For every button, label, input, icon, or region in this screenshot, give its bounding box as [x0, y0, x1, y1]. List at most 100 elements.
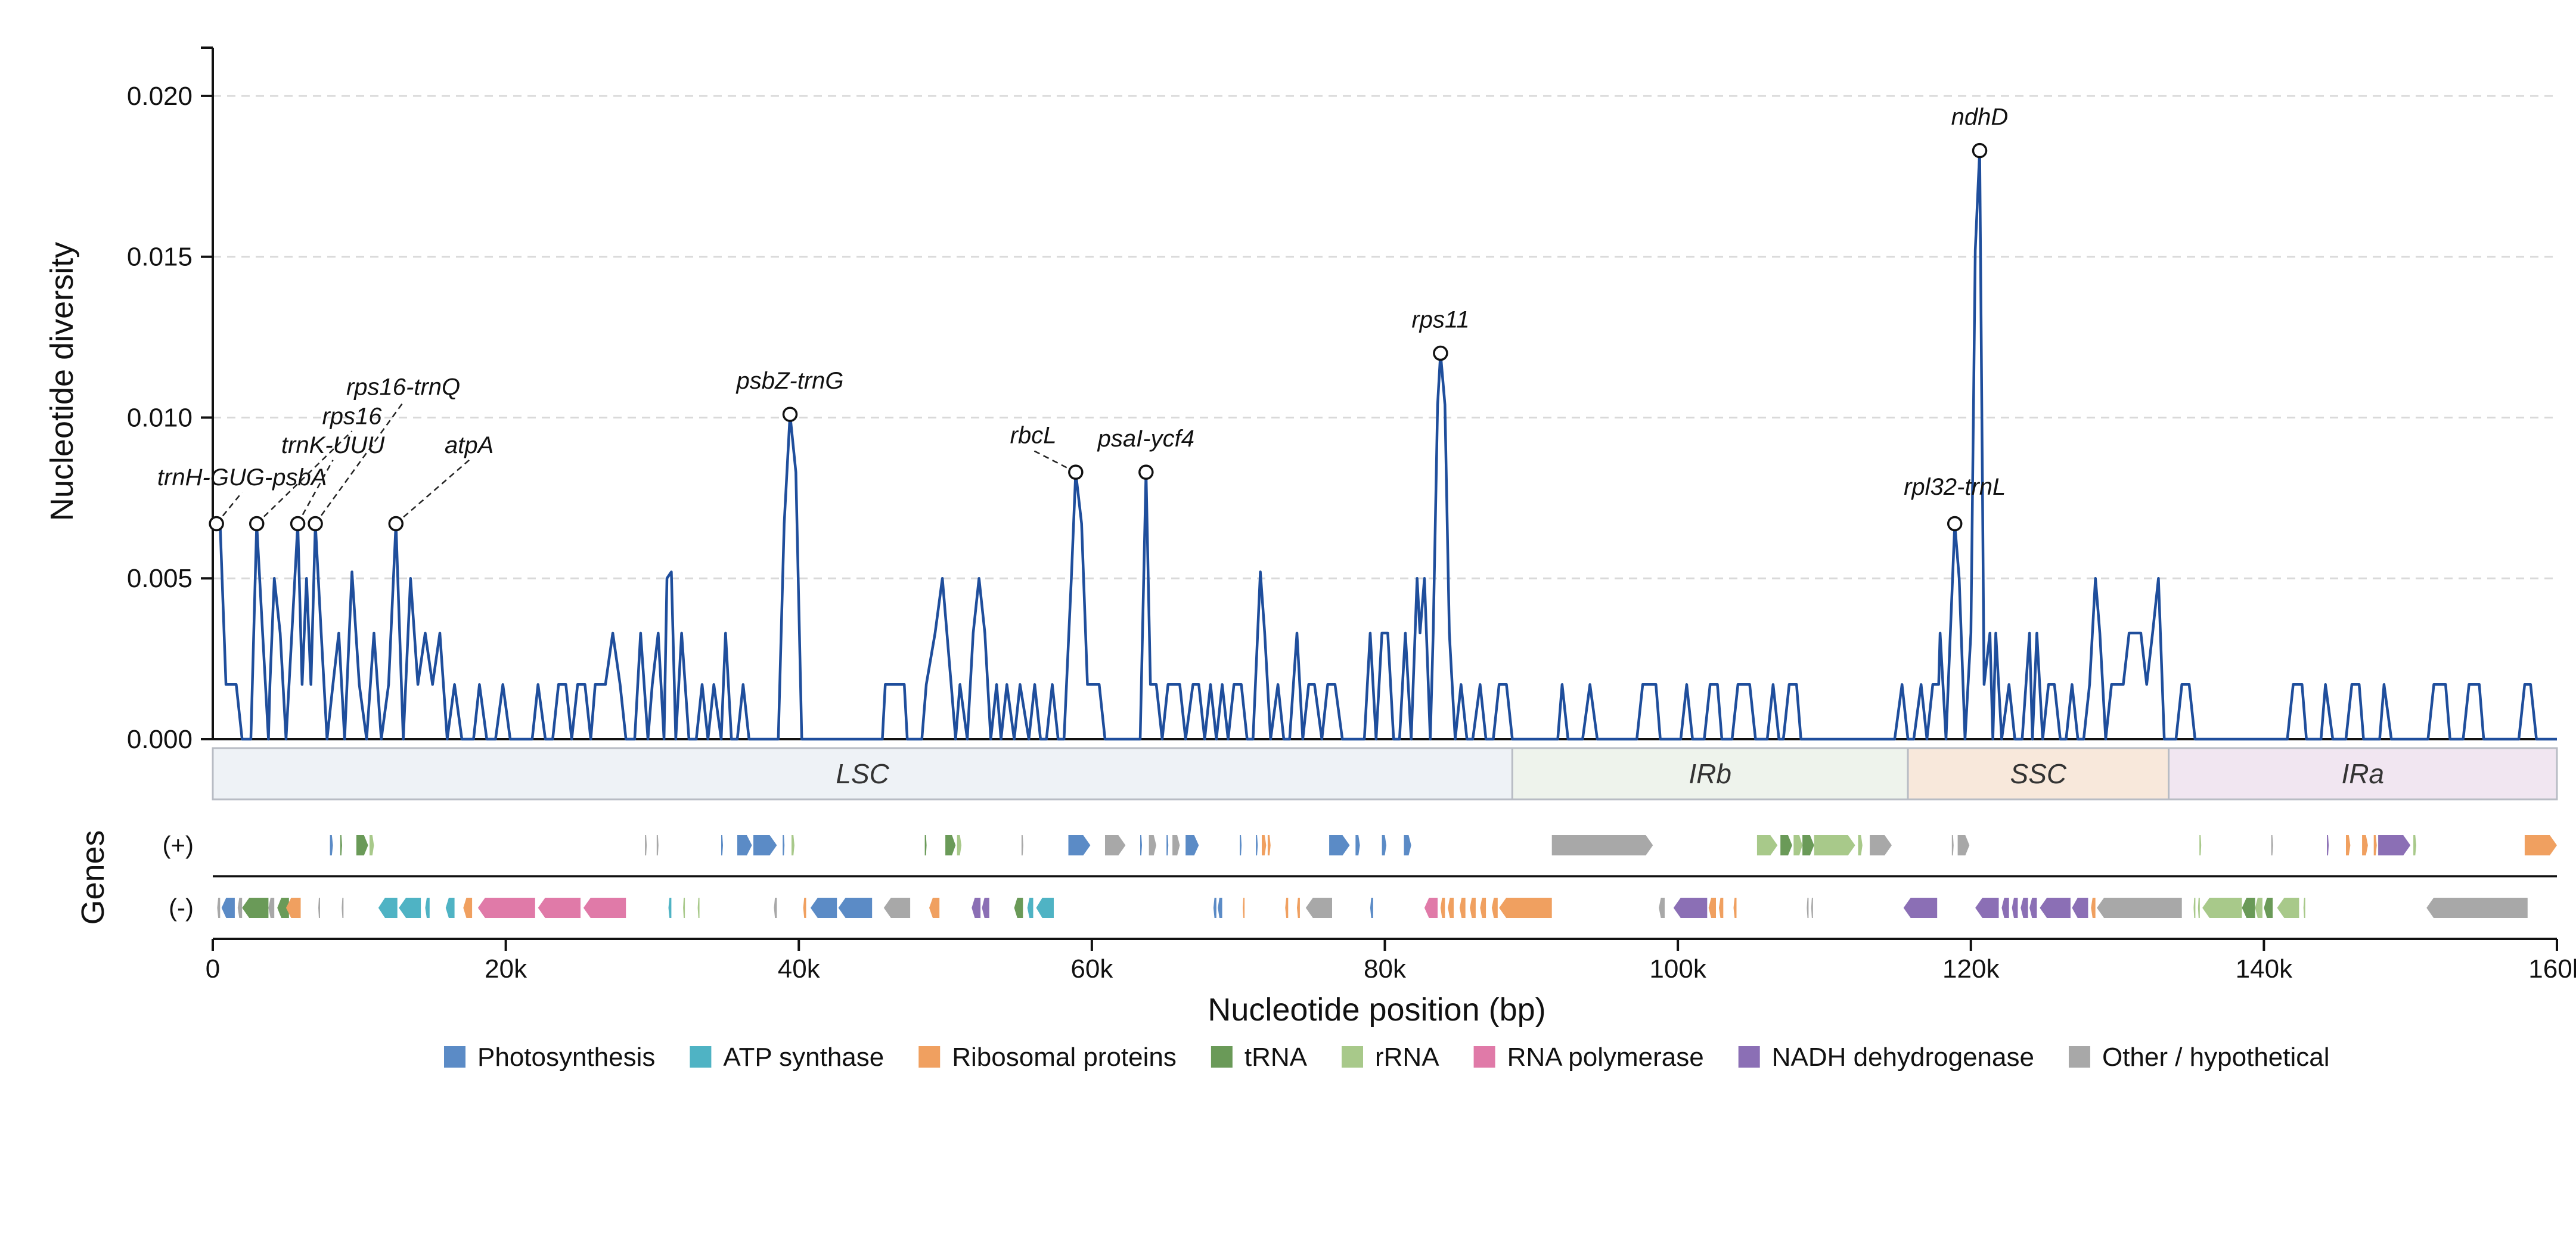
gene-feature [1470, 898, 1476, 918]
gene-feature [2012, 898, 2018, 918]
gene-feature [1036, 898, 1054, 918]
gene-feature [1166, 835, 1169, 855]
gene-feature [1256, 835, 1258, 855]
gene-feature [683, 898, 685, 918]
peak-label: rbcL [1010, 423, 1057, 449]
gene-feature [1404, 835, 1411, 855]
gene-feature [1780, 835, 1792, 855]
gene-feature [1297, 898, 1300, 918]
gene-feature [656, 835, 659, 855]
gene-feature [957, 835, 962, 855]
gene-feature [399, 898, 421, 918]
y-tick-label: 0.020 [127, 82, 193, 111]
gene-feature [810, 898, 837, 918]
legend-label: RNA polymerase [1507, 1043, 1704, 1072]
gene-feature [838, 898, 873, 918]
y-tick-label: 0.005 [127, 564, 193, 593]
legend-label: tRNA [1244, 1043, 1308, 1072]
y-tick-label: 0.015 [127, 243, 193, 272]
region-label: IRa [2342, 758, 2385, 789]
gene-feature [477, 898, 535, 918]
gene-feature [2202, 898, 2242, 918]
gene-feature [737, 835, 752, 855]
gene-feature [2001, 898, 2009, 918]
gene-feature [1329, 835, 1350, 855]
gene-feature [2040, 898, 2071, 918]
peak-marker [249, 516, 265, 532]
x-tick-label: 60k [1070, 954, 1113, 984]
gene-feature [538, 898, 581, 918]
gene-feature [1903, 898, 1938, 918]
x-tick-label: 20k [485, 954, 527, 984]
gene-feature [1659, 898, 1665, 918]
region-irb [1511, 747, 1909, 801]
peak-marker [1433, 345, 1448, 361]
y-axis-title: Nucleotide diversity [44, 242, 80, 521]
gene-feature [1185, 835, 1199, 855]
peak-label: trnK-UUU [281, 432, 385, 458]
gene-feature [2193, 898, 2196, 918]
gene-feature [1440, 898, 1445, 918]
gene-feature [792, 835, 794, 855]
gene-feature [1756, 835, 1778, 855]
peak-marker [388, 516, 404, 532]
gene-feature [378, 898, 398, 918]
annotation-leader [315, 401, 404, 525]
gene-feature [1733, 898, 1737, 918]
peak-label: psaI-ycf4 [1097, 426, 1194, 452]
gene-feature [945, 835, 956, 855]
gene-feature [721, 835, 723, 855]
gene-feature [1243, 898, 1245, 918]
peak-label: rps16 [322, 403, 382, 429]
legend-swatch [1342, 1046, 1363, 1068]
gene-feature [1370, 898, 1373, 918]
gene-feature [342, 898, 344, 918]
gene-feature [1459, 898, 1466, 918]
peak-label: rpl32-trnL [1904, 474, 2006, 500]
gene-feature [583, 898, 626, 918]
gene-feature [1285, 898, 1289, 918]
gene-feature [2303, 898, 2305, 918]
gene-feature [445, 898, 455, 918]
region-ira [2168, 747, 2558, 801]
gene-feature [803, 898, 806, 918]
diversity-line [213, 149, 2557, 741]
legend-label: ATP synthase [723, 1043, 884, 1072]
gene-feature [924, 835, 927, 855]
legend: Photosynthesis ATP synthase Ribosomal prot… [444, 1043, 2330, 1072]
x-tick-label: 120k [1942, 954, 2000, 984]
gene-feature [1262, 835, 1267, 855]
gene-tracks [213, 835, 2557, 918]
gene-feature [1355, 835, 1360, 855]
gene-feature [1807, 898, 1809, 918]
region-label: LSC [836, 758, 889, 789]
gene-feature [1068, 835, 1091, 855]
gene-feature [1172, 835, 1180, 855]
x-tick-label: 160k [2528, 954, 2576, 984]
annotation-leader [297, 460, 334, 525]
peak-marker [290, 516, 306, 532]
gene-feature [1480, 898, 1486, 918]
gene-feature [370, 835, 374, 855]
gene-feature [1802, 835, 1814, 855]
gene-feature [668, 898, 672, 918]
gene-feature [2021, 898, 2028, 918]
peak-label: psbZ-trnG [735, 368, 843, 394]
gene-feature [1305, 898, 1332, 918]
gene-feature [1719, 898, 1724, 918]
gene-feature [1027, 898, 1033, 918]
gene-feature [2091, 898, 2096, 918]
gene-feature [929, 898, 940, 918]
gene-feature [2264, 898, 2273, 918]
gene-feature [645, 835, 647, 855]
x-tick-label: 100k [1649, 954, 1706, 984]
gene-feature [340, 835, 342, 855]
minus-strand-label: (-) [169, 894, 194, 922]
gene-feature [1951, 835, 1954, 855]
y-tick-label: 0.000 [127, 725, 193, 754]
gene-feature [2327, 835, 2329, 855]
y-axis: 0.000 0.005 0.010 0.015 0.020 [127, 46, 2557, 754]
region-label: SSC [2010, 758, 2067, 789]
x-axis-title: Nucleotide position (bp) [1208, 992, 1545, 1028]
